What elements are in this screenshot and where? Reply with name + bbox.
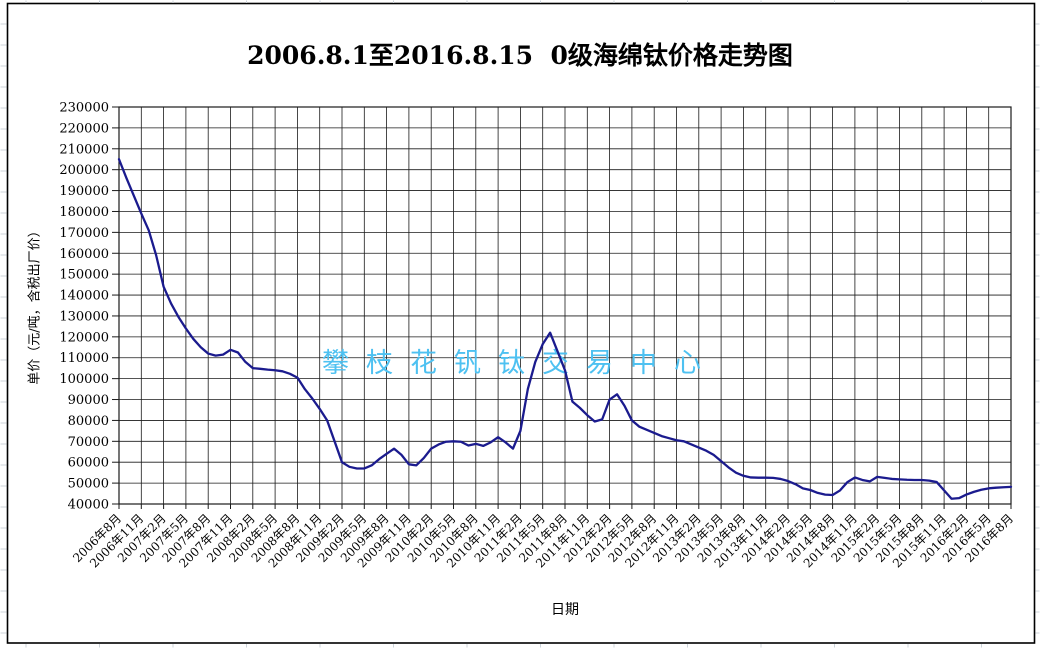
plot-gridlines	[118, 106, 1012, 505]
y-tick-label: 230000	[59, 101, 109, 116]
y-tick-label: 70000	[68, 435, 109, 450]
y-tick-label: 130000	[59, 309, 109, 324]
y-tick-label: 80000	[68, 414, 109, 429]
y-tick-label: 60000	[68, 456, 109, 471]
y-tick-label: 170000	[59, 226, 109, 241]
y-tick-label: 190000	[59, 184, 109, 199]
y-tick-label: 220000	[59, 121, 109, 136]
y-tick-label: 180000	[59, 205, 109, 220]
y-tick-label: 140000	[59, 289, 109, 304]
price-line-path	[117, 158, 1013, 500]
y-tick-label: 110000	[59, 351, 109, 366]
x-axis-title: 日期	[551, 602, 579, 618]
axis-ticks	[112, 106, 1012, 509]
y-tick-label: 100000	[59, 372, 109, 387]
chart-outer-border	[6, 2, 1036, 644]
watermark-text: 攀枝花钒钛交易中心	[322, 348, 718, 379]
y-tick-label: 200000	[59, 163, 109, 178]
y-tick-label: 50000	[68, 477, 109, 492]
y-tick-label: 90000	[68, 393, 109, 408]
y-axis-tick-labels: 230000 220000 210000 200000 190000 180000 1700…	[59, 101, 109, 513]
y-tick-label: 40000	[68, 498, 109, 513]
y-tick-label: 160000	[59, 247, 109, 262]
y-axis-title: 单价（元/吨，含税出厂价）	[27, 224, 43, 385]
y-tick-label: 120000	[59, 330, 109, 345]
y-tick-label: 210000	[59, 142, 109, 157]
chart-title: 2006.8.1至2016.8.15 0级海绵钛价格走势图	[247, 41, 793, 70]
x-axis-tick-labels: 2006年8月2006年11月2007年2月2007年5月2007年8月2007…	[70, 511, 1016, 570]
y-tick-label: 150000	[59, 268, 109, 283]
plot-border	[118, 106, 1012, 505]
